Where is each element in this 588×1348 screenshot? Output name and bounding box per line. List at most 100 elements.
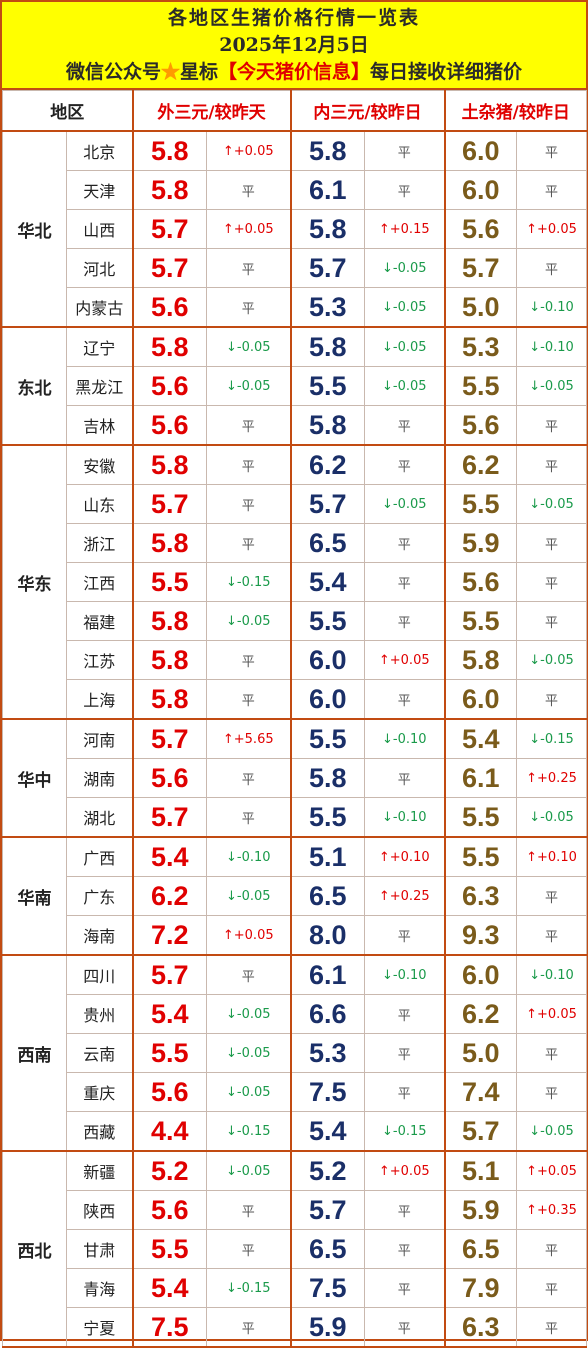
neisanyuan-price: 5.5 [289,366,365,406]
promo-line: 微信公众号★星标【今天猪价信息】每日接收详细猪价 [2,60,586,84]
waisanyuan-price: 6.2 [131,876,207,916]
neisanyuan-price: 5.7 [289,248,365,288]
region-cell: 华东 [2,444,67,720]
col-header-neisanyuan: 内三元/较昨日 [289,90,445,132]
table-row: 江西 5.5 ↓-0.15 5.4 平 5.6 平 [3,562,587,602]
tuzazhu-change: ↓-0.05 [516,1111,587,1152]
tuzazhu-price: 5.5 [443,836,517,877]
province-cell: 河南 [66,718,133,759]
neisanyuan-change: ↑+0.05 [364,640,445,680]
neisanyuan-price: 6.5 [289,876,365,916]
neisanyuan-change: 平 [364,1033,445,1073]
table-row: 华北 北京 5.8 ↑+0.05 5.8 平 6.0 平 [2,130,587,328]
waisanyuan-change: 平 [206,1307,291,1348]
neisanyuan-change: 平 [364,523,445,563]
neisanyuan-change: ↓-0.05 [364,366,445,406]
tuzazhu-change: 平 [516,523,587,563]
waisanyuan-price: 7.5 [131,1307,207,1348]
neisanyuan-change: 平 [364,1307,445,1348]
neisanyuan-price: 5.3 [289,1033,365,1073]
waisanyuan-change: ↑+0.05 [206,130,291,171]
waisanyuan-change: ↓-0.15 [206,562,291,602]
province-cell: 宁夏 [66,1307,133,1348]
tuzazhu-change: 平 [516,601,587,641]
tuzazhu-change: 平 [516,444,587,485]
neisanyuan-price: 5.5 [289,797,365,838]
tuzazhu-price: 6.1 [443,758,517,798]
neisanyuan-price: 6.2 [289,444,365,485]
tuzazhu-change: ↑+0.05 [516,1150,587,1191]
neisanyuan-change: 平 [364,444,445,485]
tuzazhu-price: 5.7 [443,248,517,288]
tuzazhu-price: 5.6 [443,209,517,249]
tuzazhu-price: 5.5 [443,484,517,524]
waisanyuan-change: 平 [206,1190,291,1230]
waisanyuan-change: ↓-0.15 [206,1268,291,1308]
neisanyuan-change: 平 [364,915,445,956]
waisanyuan-change: ↓-0.05 [206,366,291,406]
tuzazhu-price: 5.5 [443,366,517,406]
tuzazhu-change: 平 [516,1072,587,1112]
waisanyuan-price: 5.8 [131,130,207,171]
waisanyuan-price: 7.2 [131,915,207,956]
neisanyuan-change: 平 [364,679,445,720]
neisanyuan-change: ↑+0.10 [364,836,445,877]
table-row: 西北 新疆 5.2 ↓-0.05 5.2 ↑+0.05 5.1 ↑+0.05 [2,1150,587,1348]
neisanyuan-change: 平 [364,170,445,210]
tuzazhu-price: 6.0 [443,954,517,995]
region-cell: 东北 [2,326,67,446]
table-row: 西藏 4.4 ↓-0.15 5.4 ↓-0.15 5.7 ↓-0.05 [3,1111,587,1152]
tuzazhu-change: ↓-0.05 [516,484,587,524]
waisanyuan-change: 平 [206,640,291,680]
neisanyuan-price: 7.5 [289,1268,365,1308]
waisanyuan-change: 平 [206,954,291,995]
tuzazhu-change: ↑+0.25 [516,758,587,798]
table-row: 广东 6.2 ↓-0.05 6.5 ↑+0.25 6.3 平 [3,876,587,916]
neisanyuan-change: 平 [364,994,445,1034]
province-cell: 黑龙江 [66,366,133,406]
waisanyuan-change: 平 [206,170,291,210]
tuzazhu-change: 平 [516,1307,587,1348]
tuzazhu-price: 5.4 [443,718,517,759]
waisanyuan-price: 5.6 [131,1190,207,1230]
promo-mid: 星标 [179,61,218,83]
waisanyuan-price: 5.5 [131,562,207,602]
province-cell: 辽宁 [66,326,133,367]
waisanyuan-change: 平 [206,287,291,328]
neisanyuan-price: 5.8 [289,758,365,798]
table-row: 海南 7.2 ↑+0.05 8.0 平 9.3 平 [3,915,587,956]
neisanyuan-price: 6.5 [289,1229,365,1269]
column-header-row: 地区 外三元/较昨天 内三元/较昨日 土杂猪/较昨日 [2,90,587,132]
table-row: 东北 辽宁 5.8 ↓-0.05 5.8 ↓-0.05 5.3 ↓-0.10 [2,326,587,446]
waisanyuan-change: 平 [206,758,291,798]
tuzazhu-price: 5.9 [443,523,517,563]
tuzazhu-price: 5.6 [443,405,517,446]
region-cell: 西南 [2,954,67,1152]
neisanyuan-change: ↓-0.15 [364,1111,445,1152]
table-row: 华东 安徽 5.8 平 6.2 平 6.2 平 [2,444,587,720]
tuzazhu-price: 9.3 [443,915,517,956]
waisanyuan-change: 平 [206,248,291,288]
tuzazhu-change: ↓-0.10 [516,287,587,328]
neisanyuan-price: 5.4 [289,562,365,602]
tuzazhu-change: ↑+0.10 [516,836,587,877]
waisanyuan-price: 5.6 [131,758,207,798]
waisanyuan-price: 5.8 [131,523,207,563]
tuzazhu-change: ↑+0.35 [516,1190,587,1230]
table-row: 陕西 5.6 平 5.7 平 5.9 ↑+0.35 [3,1190,587,1230]
neisanyuan-change: 平 [364,405,445,446]
neisanyuan-price: 5.1 [289,836,365,877]
waisanyuan-price: 5.7 [131,209,207,249]
province-cell: 河北 [66,248,133,288]
table-row: 宁夏 7.5 平 5.9 平 6.3 平 [3,1307,587,1348]
neisanyuan-change: 平 [364,1229,445,1269]
waisanyuan-price: 5.7 [131,718,207,759]
neisanyuan-price: 8.0 [289,915,365,956]
neisanyuan-change: ↓-0.05 [364,248,445,288]
province-cell: 广西 [66,836,133,877]
waisanyuan-price: 5.7 [131,954,207,995]
province-cell: 山东 [66,484,133,524]
tuzazhu-price: 5.1 [443,1150,517,1191]
neisanyuan-change: ↓-0.05 [364,287,445,328]
tuzazhu-change: 平 [516,1268,587,1308]
